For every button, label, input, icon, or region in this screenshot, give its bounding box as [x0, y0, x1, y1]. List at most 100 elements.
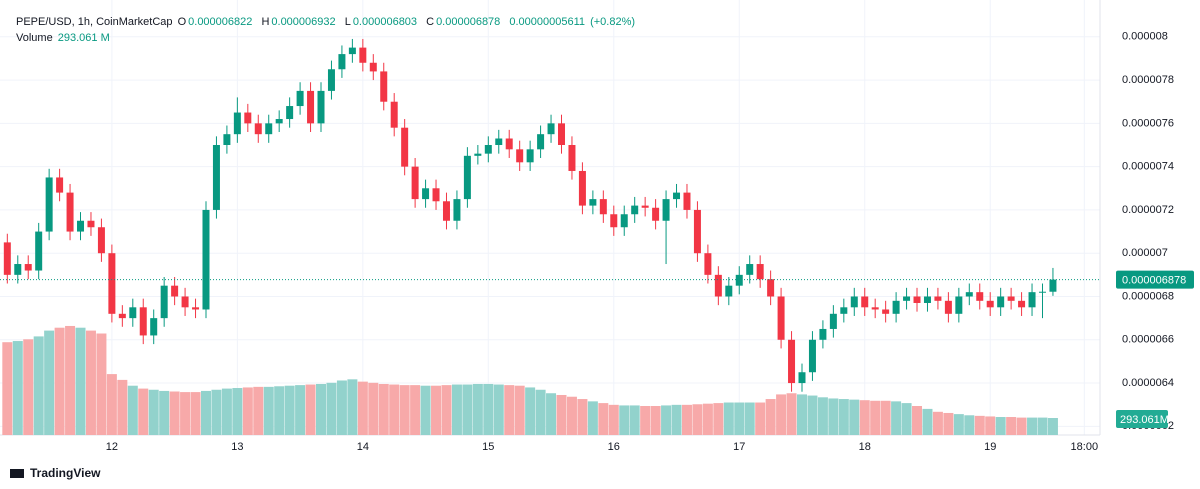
volume-bar	[870, 400, 881, 435]
volume-bar	[849, 399, 860, 435]
volume-axis-label: 293.061M	[1120, 414, 1169, 426]
volume-bar	[96, 333, 107, 435]
candle-body	[547, 123, 555, 135]
volume-bar	[1016, 417, 1027, 435]
ohlc-letter: O	[177, 16, 187, 28]
x-tick-label: 15	[482, 441, 494, 453]
volume-bar	[431, 385, 442, 435]
candle-body	[735, 274, 743, 286]
candle-body	[77, 220, 85, 232]
volume-bar	[776, 394, 787, 435]
logo-mark	[10, 469, 24, 478]
y-tick-label: 0.0000074	[1122, 161, 1174, 173]
volume-bar	[504, 385, 515, 435]
y-tick-label: 0.000008	[1122, 31, 1168, 43]
volume-bar	[514, 385, 525, 435]
candle-body	[777, 296, 785, 340]
volume-bar	[483, 383, 494, 435]
candle-body	[976, 292, 984, 301]
candle-body	[714, 274, 722, 297]
volume-bar	[964, 415, 975, 435]
ohlc-value: 0.000006803	[352, 16, 418, 28]
volume-bar	[138, 388, 149, 435]
candle-body	[965, 292, 973, 297]
candle-body	[296, 90, 304, 107]
candle-body	[265, 123, 273, 135]
volume-bar	[974, 415, 985, 435]
change-pct: (+0.82%)	[590, 16, 636, 28]
candle-body	[56, 177, 64, 193]
candle-body	[788, 339, 796, 384]
candle-body	[401, 127, 409, 167]
volume-bar	[671, 404, 682, 435]
y-tick-label: 0.0000068	[1122, 290, 1174, 302]
candle-body	[652, 207, 660, 221]
volume-bar	[922, 408, 933, 435]
candle-body	[923, 296, 931, 303]
candle-body	[578, 170, 586, 206]
volume-title: Volume	[16, 32, 53, 44]
candle-body	[840, 307, 848, 314]
volume-bar	[807, 395, 818, 435]
candle-body	[808, 339, 816, 373]
volume-bar	[525, 387, 536, 435]
volume-bar	[75, 327, 86, 435]
x-tick-label: 14	[357, 441, 369, 453]
candle-body	[861, 296, 869, 308]
candle-body	[1018, 300, 1026, 308]
candle-body	[537, 134, 545, 150]
candle-body	[944, 300, 952, 314]
candle-body	[348, 47, 356, 55]
volume-value: 293.061 M	[57, 32, 110, 44]
candle-body	[160, 285, 168, 319]
ohlc-letter: C	[426, 16, 435, 28]
volume-bar	[828, 398, 839, 435]
volume-bar	[566, 396, 577, 435]
volume-bar	[932, 411, 943, 435]
candle-body	[108, 253, 116, 314]
volume-bar	[190, 392, 201, 435]
candle-body	[150, 318, 158, 336]
volume-bar	[106, 374, 117, 435]
x-tick-label: 18	[859, 441, 871, 453]
candle-body	[244, 112, 252, 124]
candle-body	[871, 307, 879, 310]
candle-body	[171, 285, 179, 297]
volume-bar	[180, 392, 191, 435]
ohlc-value: 0.000006932	[271, 16, 336, 28]
legend-header: PEPE/USD, 1h, CoinMarketCap O 0.000006822…	[16, 14, 637, 46]
volume-bar	[901, 403, 912, 435]
volume-bar	[305, 384, 316, 435]
title: PEPE/USD, 1h, CoinMarketCap	[16, 16, 173, 28]
volume-bar	[23, 339, 34, 435]
candle-body	[254, 123, 262, 135]
volume-bar	[1027, 417, 1038, 435]
volume-bar	[441, 385, 452, 435]
candle-body	[327, 69, 335, 91]
volume-bar	[127, 385, 138, 435]
volume-bar	[242, 387, 253, 435]
candle-body	[631, 205, 639, 215]
volume-bar	[744, 402, 755, 435]
volume-bar	[661, 405, 672, 435]
candle-body	[233, 112, 241, 135]
candle-body	[934, 296, 942, 301]
x-tick-label: 18:00	[1071, 441, 1099, 453]
volume-bar	[838, 399, 849, 435]
candle-body	[662, 199, 670, 221]
volume-bar	[399, 385, 410, 435]
candle-body	[45, 177, 53, 232]
volume-bar	[451, 384, 462, 435]
candle-body	[516, 149, 524, 163]
candle-body	[411, 166, 419, 200]
volume-bar	[546, 393, 557, 435]
candle-body	[882, 309, 890, 314]
candle-body	[338, 54, 346, 70]
candle-body	[24, 264, 32, 271]
volume-bar	[1037, 417, 1048, 435]
volume-bar	[1047, 418, 1058, 435]
volume-bar	[608, 404, 619, 435]
ohlc-letter: L	[344, 16, 351, 28]
x-tick-label: 12	[106, 441, 118, 453]
